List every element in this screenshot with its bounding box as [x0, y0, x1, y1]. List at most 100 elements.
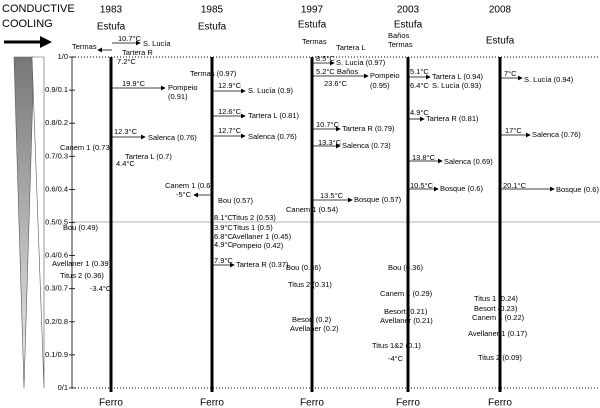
- label: (0.91): [168, 92, 188, 101]
- label: Canem 1 (0.73): [60, 143, 113, 152]
- label: 20.1°C: [503, 181, 527, 190]
- label: 5.2°C Baños: [316, 67, 358, 76]
- sink: Ferro: [396, 398, 420, 408]
- label: 12.9°C: [218, 81, 242, 90]
- label: 4.4°C: [116, 159, 135, 168]
- label: 4.9°C: [214, 240, 233, 249]
- label: 6.4°C: [410, 81, 429, 90]
- label: -4°C: [388, 354, 404, 363]
- label: Tartera R: [122, 48, 153, 57]
- label: 13.5°C: [320, 191, 344, 200]
- label: Salenca (0.76): [148, 133, 197, 142]
- label: 12.3°C: [114, 127, 138, 136]
- source: Estufa: [486, 36, 515, 47]
- year: 1997: [301, 5, 324, 16]
- axis-label: 0.4/0.6: [45, 251, 68, 260]
- axis-label: 0.8/0.2: [45, 118, 68, 127]
- label: Bou (0.49): [63, 223, 99, 232]
- label: 10.5°C: [410, 181, 434, 190]
- label: Tartera R (0.79): [342, 124, 395, 133]
- label: 7.9°C: [214, 256, 233, 265]
- source: Estufa: [394, 20, 423, 31]
- year: 2003: [397, 5, 420, 16]
- axis-label: 0.6/0.4: [45, 184, 68, 193]
- label: Canem 1 (0.22): [472, 313, 525, 322]
- axis-label: 0.1/0.9: [45, 350, 68, 359]
- label: Tartera R (0.81): [426, 114, 479, 123]
- sink: Ferro: [488, 398, 512, 408]
- year: 2008: [489, 5, 512, 16]
- label: Avellaner (0.21): [380, 316, 433, 325]
- source: Estufa: [97, 22, 126, 33]
- label: Termas: [302, 37, 327, 46]
- label: Tartera L (0.81): [248, 111, 299, 120]
- axis-label: 0.3/0.7: [45, 284, 68, 293]
- label: (0.95): [370, 81, 390, 90]
- label: Bosque (0.6): [556, 185, 599, 194]
- label: 13.3°C: [318, 138, 342, 147]
- label: Titus 1 (0.5): [233, 223, 273, 232]
- label: 23.6°C: [324, 79, 348, 88]
- label: Tartera L: [336, 43, 366, 52]
- label: Salenca (0.76): [248, 132, 297, 141]
- year: 1983: [100, 5, 123, 16]
- label: 8.5°C: [316, 54, 335, 63]
- sink: Ferro: [200, 398, 224, 408]
- source: Estufa: [198, 22, 227, 33]
- label: S. Lucía (0.97): [336, 58, 386, 67]
- label: Pompeio: [168, 83, 198, 92]
- cooling-arrow-head: [40, 36, 52, 48]
- label: 12.7°C: [218, 126, 242, 135]
- label: 13.8°C: [412, 153, 436, 162]
- label: Besort (0.2): [292, 315, 332, 324]
- axis-label: 0.7/0.3: [45, 151, 68, 160]
- label: Salenca (0.73): [342, 141, 391, 150]
- sink: Ferro: [300, 398, 324, 408]
- label: 6.8°C: [214, 232, 233, 241]
- label: Bou (0.57): [218, 196, 254, 205]
- label: Pompeio (0.42): [232, 241, 284, 250]
- label: Avellaner (0.2): [290, 324, 339, 333]
- label: Canem 1 (0.6): [165, 181, 213, 190]
- title: COOLING: [2, 18, 53, 30]
- label: S. Lucía: [143, 39, 171, 48]
- axis-label: 0.2/0.8: [45, 317, 68, 326]
- wedge: [13, 56, 35, 389]
- label: Tartera L (0.7): [125, 152, 172, 161]
- label: Salenca (0.69): [444, 157, 493, 166]
- label: 3.9°C: [214, 223, 233, 232]
- label: 10.7°C: [118, 34, 142, 43]
- label: Avellaner 1 (0.45): [232, 232, 292, 241]
- label: Tartera L (0.94): [432, 72, 483, 81]
- label: Baños: [388, 31, 410, 40]
- label: 10.7°C: [316, 120, 340, 129]
- title: CONDUCTIVE: [2, 3, 75, 15]
- label: Termas (0.97): [190, 69, 237, 78]
- label: 5.1°C: [410, 67, 429, 76]
- label: Canem 1 (0.54): [286, 205, 339, 214]
- label: 7.2°C: [117, 57, 136, 66]
- label: Titus 1 (0.24): [474, 294, 518, 303]
- label: Avellaner 1 (0.39): [52, 259, 112, 268]
- label: 4.9°C: [410, 108, 429, 117]
- label: Avellaner 1 (0.17): [468, 329, 528, 338]
- label: Besort (0.23): [474, 304, 518, 313]
- label: 12.6°C: [218, 107, 242, 116]
- label: Bosque (0.57): [354, 195, 402, 204]
- label: Canem 1 (0.29): [380, 289, 433, 298]
- label: Titus 2 (0.53): [232, 213, 276, 222]
- axis-label: 0.9/0.1: [45, 85, 68, 94]
- label: Bosque (0.6): [440, 184, 483, 193]
- label: Titus 2 (0.31): [288, 280, 332, 289]
- axis-label: 0.5/0.5: [45, 217, 68, 226]
- axis-label: 1/0: [58, 52, 68, 61]
- label: S. Lucía (0.94): [524, 75, 574, 84]
- label: Termas: [72, 42, 97, 51]
- label: Titus 2 (0.36): [60, 271, 104, 280]
- label: -5°C: [176, 190, 192, 199]
- label: 8.1°C: [214, 213, 233, 222]
- label: -3.4°C: [90, 284, 112, 293]
- label: S. Lucía (0.93): [432, 81, 482, 90]
- label: 17°C: [505, 126, 522, 135]
